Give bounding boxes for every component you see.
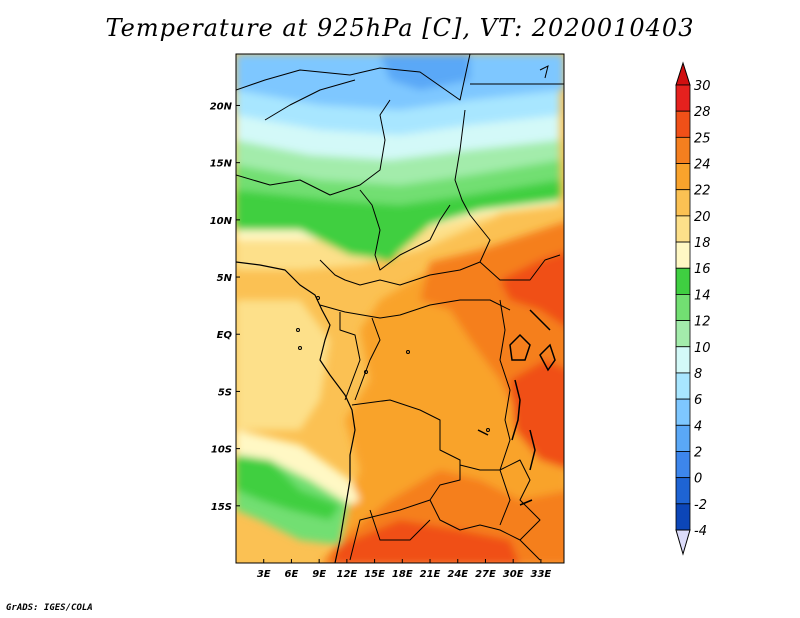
- lat-tick-label: 5N: [217, 273, 233, 284]
- colorbar-label: 2: [694, 445, 702, 460]
- temp-band-28-east: [510, 360, 564, 468]
- colorbar-label: -4: [694, 524, 707, 539]
- lon-tick-label: 6E: [285, 569, 299, 580]
- longitude-axis: 3E 6E 9E 12E 15E 18E 21E 24E 27E 30E 33E: [257, 559, 552, 580]
- temp-band-28-south: [331, 520, 520, 563]
- colorbar-label: 18: [694, 236, 711, 251]
- lat-tick-label: 15N: [210, 159, 233, 170]
- colorbar-swatch: [675, 136, 691, 164]
- colorbar-swatch: [675, 84, 691, 112]
- country-borders: [236, 54, 564, 561]
- lat-tick-label: 15S: [211, 502, 232, 513]
- lat-tick-label: 20N: [210, 101, 233, 112]
- colorbar-swatch: [675, 398, 691, 426]
- lat-tick-label: EQ: [217, 330, 233, 341]
- colorbar-label: 22: [694, 184, 711, 199]
- lat-tick-label: 5S: [218, 387, 232, 398]
- temp-band-18-sw: [236, 430, 360, 505]
- latitude-axis: 20N 15N 10N 5N EQ 5S 10S 15S: [210, 101, 240, 513]
- colorbar-swatch: [675, 451, 691, 479]
- lon-tick-label: 15E: [364, 569, 385, 580]
- lakes: [477, 309, 556, 506]
- lat-tick-label: 10S: [211, 445, 232, 456]
- colorbar-swatch: [675, 267, 691, 295]
- colorbar-label: 24: [694, 158, 711, 173]
- colorbar-swatch: [675, 346, 691, 374]
- colorbar-label: 14: [694, 288, 711, 303]
- lon-tick-label: 3E: [257, 569, 271, 580]
- map-frame: [235, 53, 565, 564]
- colorbar-label: -2: [694, 498, 707, 513]
- small-features: [296, 65, 549, 432]
- colorbar-swatch: [675, 110, 691, 138]
- colorbar-swatch: [675, 503, 691, 531]
- lon-tick-label: 27E: [475, 569, 496, 580]
- colorbar-swatch: [675, 477, 691, 505]
- temp-band-16-sw: [236, 450, 340, 520]
- temp-band-4: [380, 54, 470, 90]
- map-title: Temperature at 925hPa [C], VT: 202001040…: [105, 14, 695, 42]
- colorbar-swatch: [675, 189, 691, 217]
- map-area: [236, 54, 564, 563]
- grads-credit: GrADS: IGES/COLA: [6, 603, 93, 613]
- colorbar-label: 4: [694, 419, 702, 434]
- colorbar-label: 0: [694, 472, 702, 487]
- lon-tick-label: 21E: [420, 569, 441, 580]
- colorbar-label: 8: [694, 367, 702, 382]
- colorbar-swatch: [675, 294, 691, 321]
- colorbar-label: 6: [694, 393, 702, 408]
- colorbar-top-arrow: [675, 61, 691, 86]
- lon-tick-label: 18E: [392, 569, 413, 580]
- lon-tick-label: 24E: [447, 569, 468, 580]
- colorbar-label: 25: [694, 131, 711, 146]
- coastline: [236, 261, 356, 563]
- lat-tick-label: 10N: [210, 216, 233, 227]
- colorbar-label: 20: [694, 210, 711, 225]
- temp-band-28: [500, 252, 564, 326]
- lon-tick-label: 9E: [312, 569, 326, 580]
- colorbar-swatch: [675, 424, 691, 452]
- temp-band-20-west: [236, 300, 330, 430]
- colorbar-swatch: [675, 215, 691, 243]
- colorbar-label: 10: [694, 341, 711, 356]
- lon-tick-label: 33E: [531, 569, 552, 580]
- colorbar-bottom-arrow: [675, 529, 691, 556]
- colorbar-label: 12: [694, 315, 711, 330]
- lon-tick-label: 12E: [336, 569, 357, 580]
- lon-tick-label: 30E: [503, 569, 524, 580]
- colorbar-swatch: [675, 372, 691, 400]
- colorbar-swatch: [675, 320, 691, 348]
- colorbar-label: 16: [694, 262, 711, 277]
- colorbar-label: 30: [694, 79, 711, 94]
- colorbar-label: 28: [694, 105, 711, 120]
- colorbar-swatch: [675, 163, 691, 191]
- colorbar-swatch: [675, 241, 691, 269]
